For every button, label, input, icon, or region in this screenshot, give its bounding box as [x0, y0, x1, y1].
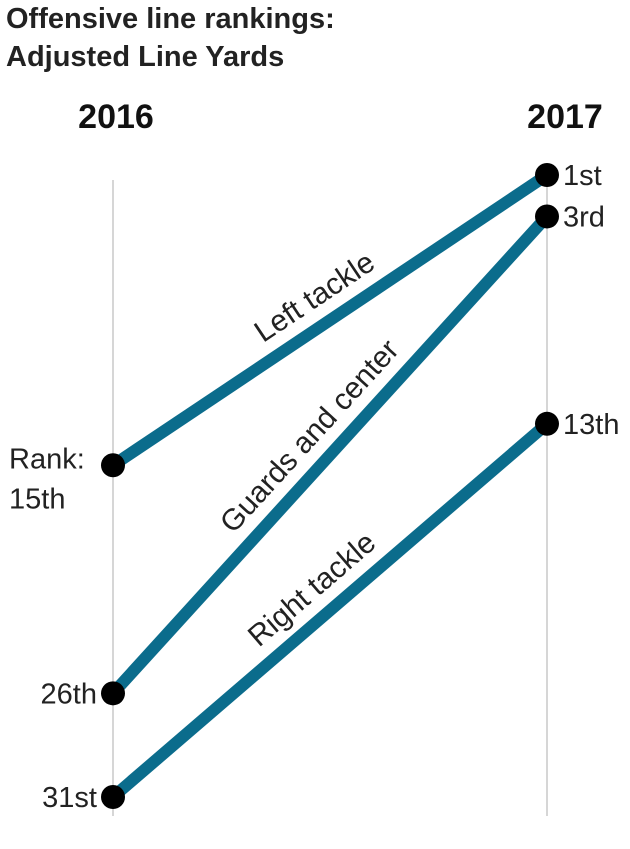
rank-prefix-label: Rank: — [9, 443, 85, 475]
rank-label-2016: 15th — [9, 483, 65, 515]
slope-line — [109, 170, 551, 471]
rank-dot-2017 — [535, 411, 559, 436]
chart-title-line-2: Adjusted Line Yards — [6, 41, 284, 73]
slope-lines — [108, 170, 552, 802]
rank-dot-2017 — [535, 163, 559, 187]
rank-dots — [101, 163, 559, 809]
slope-line — [108, 212, 552, 698]
rank-label-2017: 3rd — [563, 201, 605, 233]
rank-label-2016: 31st — [42, 782, 97, 814]
slope-line — [109, 419, 551, 802]
rank-dot-2017 — [535, 204, 559, 229]
rank-label-2017: 13th — [563, 409, 619, 441]
rank-labels: Rank: 15th 1st 26th 3rd 31st 13th — [9, 160, 619, 814]
chart-title-line-1: Offensive line rankings: — [6, 3, 335, 35]
year-label-right: 2017 — [527, 98, 603, 136]
series-label: Guards and center — [214, 333, 406, 539]
year-label-left: 2016 — [78, 98, 154, 136]
rank-label-2017: 1st — [563, 160, 602, 192]
rank-label-2016: 26th — [41, 678, 97, 710]
rank-dot-2016 — [101, 681, 125, 706]
rank-dot-2016 — [101, 453, 125, 478]
rank-dot-2016 — [101, 785, 125, 809]
